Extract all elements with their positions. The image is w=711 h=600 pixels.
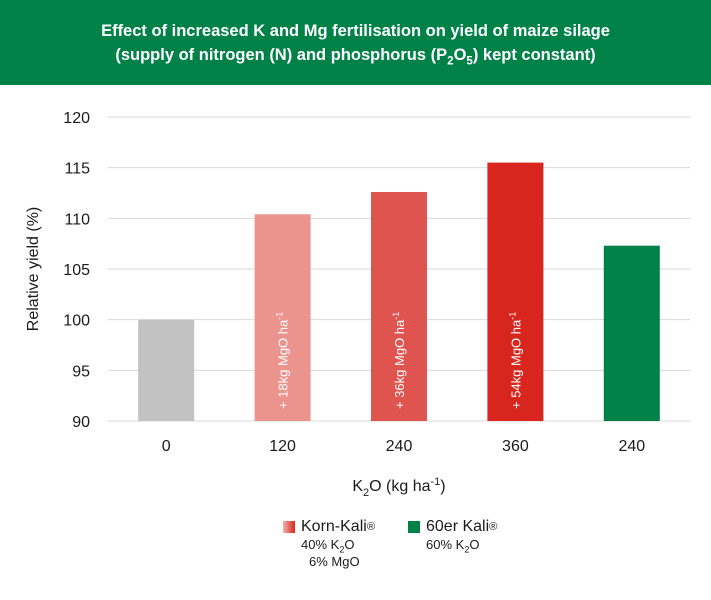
y-axis-label: Relative yield (%): [25, 207, 42, 331]
legend-item-60er-kali: 60er Kali ® 60% K2O: [408, 518, 497, 555]
legend-60er-kali-k2o: 60% K2O: [426, 537, 480, 555]
x-tick-label: 240: [386, 438, 413, 455]
bar: [603, 245, 660, 421]
legend-label-60er-kali: 60er Kali: [426, 518, 490, 535]
bar: [487, 162, 544, 421]
y-tick-label: 100: [63, 313, 90, 330]
bar: [254, 214, 311, 421]
y-tick-label: 110: [64, 211, 90, 228]
chart-title-banner: Effect of increased K and Mg fertilisati…: [0, 0, 711, 85]
legend-korn-kali-k2o: 40% K2O: [301, 537, 355, 555]
legend-swatch-korn-kali: [283, 521, 295, 533]
chart-title-line2: (supply of nitrogen (N) and phosphorus (…: [115, 45, 596, 67]
x-tick-label: 0: [162, 438, 171, 455]
bar-data-label: + 18kg MgO ha-1: [275, 312, 291, 409]
bar-data-label: + 36kg MgO ha-1: [391, 312, 407, 409]
y-tick-label: 90: [72, 414, 90, 431]
y-tick-label: 115: [64, 161, 90, 178]
y-tick-label: 105: [63, 262, 90, 279]
x-tick-label: 240: [618, 438, 645, 455]
x-tick-label: 120: [269, 438, 296, 455]
x-axis-label: K2O (kg ha-1): [352, 476, 445, 499]
legend-swatch-60er-kali: [408, 521, 420, 533]
legend-item-korn-kali: Korn-Kali ® 40% K2O 6% MgO: [283, 518, 375, 570]
chart-title-line1: Effect of increased K and Mg fertilisati…: [101, 21, 610, 40]
y-tick-label: 95: [72, 363, 90, 380]
x-tick-label: 360: [502, 438, 529, 455]
y-tick-label: 120: [63, 110, 90, 127]
bar-data-label: + 54kg MgO ha-1: [507, 312, 523, 409]
bar-chart: 90 95 100 105 110 115 120 0 120 + 18kg MgO ha-1 24…: [25, 110, 690, 499]
legend-label-korn-kali: Korn-Kali: [301, 518, 367, 535]
bar: [371, 191, 427, 421]
bar: [138, 319, 195, 421]
legend-korn-kali-mgo: 6% MgO: [309, 554, 360, 569]
